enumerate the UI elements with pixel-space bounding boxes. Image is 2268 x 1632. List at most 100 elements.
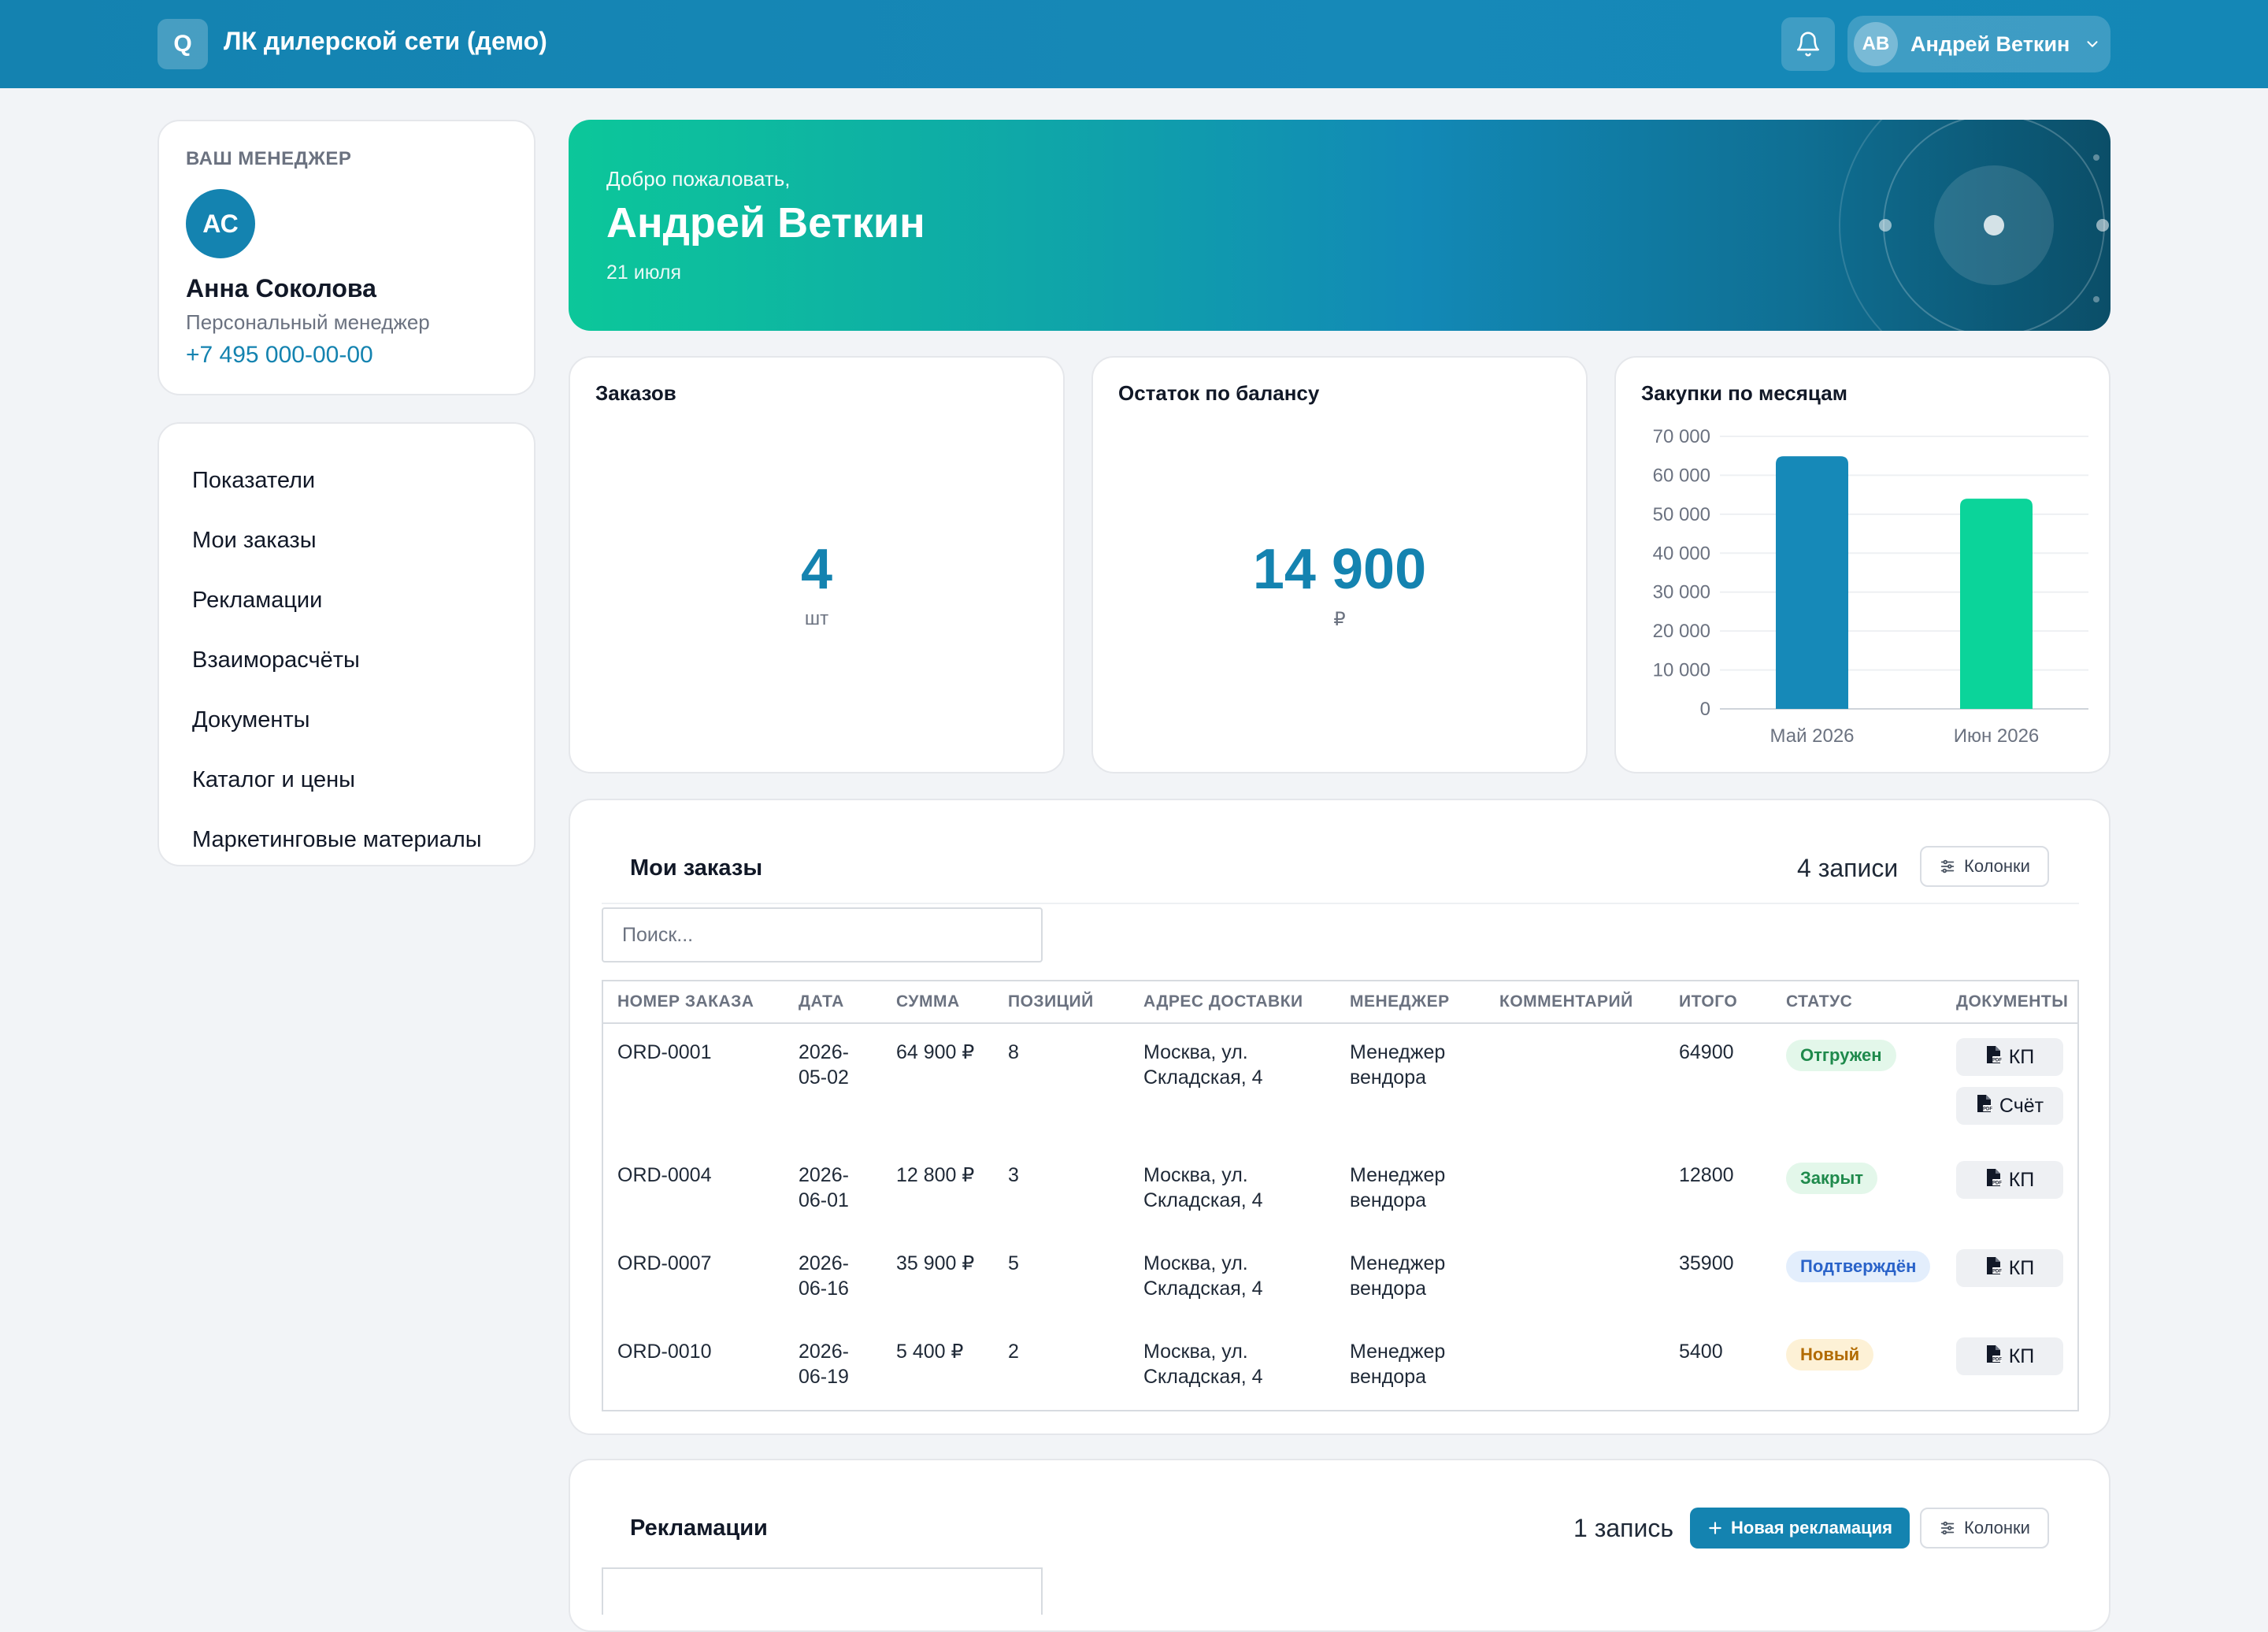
welcome-text: Добро пожаловать, bbox=[606, 167, 791, 191]
user-avatar: АВ bbox=[1854, 22, 1898, 66]
doc-kp-button[interactable]: PDF КП bbox=[1956, 1038, 2063, 1076]
sidebar-item-claims[interactable]: Рекламации bbox=[192, 588, 323, 613]
manager-phone-link[interactable]: +7 495 000-00-00 bbox=[186, 342, 373, 368]
sidebar-item-indicators[interactable]: Показатели bbox=[192, 468, 316, 493]
chart-y-tick-label: 70 000 bbox=[1653, 426, 1710, 447]
order-positions: 3 bbox=[1008, 1164, 1019, 1186]
pdf-file-icon: PDF bbox=[1985, 1345, 2003, 1369]
orders-divider bbox=[602, 903, 2079, 904]
sidebar-nav: Показатели Мои заказы Рекламации Взаимор… bbox=[158, 422, 536, 866]
chart-bar[interactable] bbox=[1776, 456, 1848, 709]
manager-eyebrow: ВАШ МЕНЕДЖЕР bbox=[186, 148, 352, 169]
doc-kp-button[interactable]: PDF КП bbox=[1956, 1337, 2063, 1375]
order-date: 2026- 06-19 bbox=[799, 1341, 849, 1388]
welcome-banner: Добро пожаловать, Андрей Веткин 21 июля bbox=[569, 120, 2110, 331]
col-header-date[interactable]: ДАТА bbox=[799, 992, 844, 1011]
balance-card: Остаток по балансу 14 900 ₽ bbox=[1091, 356, 1588, 773]
sidebar-item-marketing[interactable]: Маркетинговые материалы bbox=[192, 827, 482, 852]
pdf-file-icon: PDF bbox=[1976, 1094, 1993, 1118]
notifications-button[interactable] bbox=[1781, 17, 1835, 71]
order-number[interactable]: ORD-0007 bbox=[617, 1252, 712, 1274]
order-address: Москва, ул. Складская, 4 bbox=[1143, 1341, 1263, 1388]
svg-text:PDF: PDF bbox=[1992, 1269, 2002, 1274]
status-badge: Закрыт bbox=[1786, 1163, 1878, 1194]
status-badge: Подтверждён bbox=[1786, 1251, 1931, 1282]
order-total: 35900 bbox=[1679, 1252, 1734, 1274]
claims-columns-button[interactable]: Колонки bbox=[1920, 1508, 2049, 1549]
claims-record-count: 1 запись bbox=[1573, 1514, 1674, 1542]
chart-y-tick-label: 10 000 bbox=[1653, 660, 1710, 681]
manager-card: ВАШ МЕНЕДЖЕР АС Анна Соколова Персональн… bbox=[158, 120, 536, 395]
col-header-number[interactable]: НОМЕР ЗАКАЗА bbox=[617, 992, 754, 1011]
claims-panel-title: Рекламации bbox=[630, 1515, 768, 1541]
order-date: 2026- 06-16 bbox=[799, 1252, 849, 1300]
sidebar-item-documents[interactable]: Документы bbox=[192, 707, 310, 733]
order-positions: 8 bbox=[1008, 1041, 1019, 1063]
col-header-address[interactable]: АДРЕС ДОСТАВКИ bbox=[1143, 992, 1303, 1011]
pdf-file-icon: PDF bbox=[1985, 1168, 2003, 1192]
order-total: 64900 bbox=[1679, 1041, 1734, 1063]
col-header-comment[interactable]: КОММЕНТАРИЙ bbox=[1499, 992, 1633, 1011]
orders-count-title: Заказов bbox=[595, 381, 676, 405]
svg-text:PDF: PDF bbox=[1992, 1058, 2002, 1063]
claims-search-input[interactable] bbox=[602, 1567, 1043, 1615]
order-manager: Менеджер вендора bbox=[1350, 1041, 1446, 1089]
sidebar-item-settlements[interactable]: Взаиморасчёты bbox=[192, 647, 360, 673]
banner-decoration bbox=[1839, 120, 2110, 331]
balance-value: 14 900 bbox=[1252, 538, 1427, 601]
order-positions: 2 bbox=[1008, 1341, 1019, 1363]
svg-text:PDF: PDF bbox=[1992, 1357, 2002, 1362]
user-menu-button[interactable]: АВ Андрей Веткин bbox=[1847, 16, 2110, 72]
col-header-total[interactable]: ИТОГО bbox=[1679, 992, 1738, 1011]
order-manager: Менеджер вендора bbox=[1350, 1341, 1446, 1388]
manager-avatar: АС bbox=[186, 189, 255, 258]
orders-count-unit: шт bbox=[804, 608, 829, 629]
col-header-positions[interactable]: ПОЗИЦИЙ bbox=[1008, 992, 1094, 1011]
order-total: 5400 bbox=[1679, 1341, 1723, 1363]
welcome-date: 21 июля bbox=[606, 261, 682, 284]
chart-bar[interactable] bbox=[1960, 499, 2033, 709]
app-logo[interactable]: Q bbox=[158, 19, 208, 69]
doc-kp-button[interactable]: PDF КП bbox=[1956, 1249, 2063, 1287]
chart-y-tick-label: 40 000 bbox=[1653, 543, 1710, 564]
plus-icon bbox=[1709, 1522, 1721, 1534]
order-number[interactable]: ORD-0010 bbox=[617, 1341, 712, 1363]
orders-columns-button[interactable]: Колонки bbox=[1920, 846, 2049, 887]
order-address: Москва, ул. Складская, 4 bbox=[1143, 1164, 1263, 1211]
sidebar-item-catalog[interactable]: Каталог и цены bbox=[192, 767, 356, 792]
order-number[interactable]: ORD-0001 bbox=[617, 1041, 712, 1063]
status-badge: Отгружен bbox=[1786, 1040, 1896, 1071]
sidebar-item-my-orders[interactable]: Мои заказы bbox=[192, 528, 317, 553]
order-manager: Менеджер вендора bbox=[1350, 1252, 1446, 1300]
order-sum: 5 400 ₽ bbox=[896, 1341, 964, 1363]
col-header-documents[interactable]: ДОКУМЕНТЫ bbox=[1956, 992, 2069, 1011]
claims-columns-label: Колонки bbox=[1964, 1518, 2030, 1537]
new-claim-button[interactable]: Новая рекламация bbox=[1690, 1508, 1910, 1549]
chart-y-tick-label: 30 000 bbox=[1653, 582, 1710, 603]
balance-title: Остаток по балансу bbox=[1118, 381, 1320, 405]
purchases-bar-chart: 0 10 000 20 000 30 000 40 000 50 000 60 000 70 … bbox=[1653, 426, 2088, 747]
chart-x-tick-label: Июн 2026 bbox=[1954, 725, 2040, 747]
sliders-icon bbox=[1940, 1521, 1955, 1535]
doc-invoice-button[interactable]: PDF Счёт bbox=[1956, 1087, 2063, 1125]
orders-record-count: 4 записи bbox=[1797, 854, 1899, 882]
orders-columns-label: Колонки bbox=[1964, 856, 2030, 876]
col-header-sum[interactable]: СУММА bbox=[896, 992, 960, 1011]
claims-panel: Рекламации 1 запись Новая рекламация Кол… bbox=[569, 1459, 2110, 1632]
pdf-file-icon: PDF bbox=[1985, 1256, 2003, 1281]
new-claim-label: Новая рекламация bbox=[1731, 1518, 1893, 1537]
manager-role: Персональный менеджер bbox=[186, 310, 430, 334]
purchases-chart-card: Закупки по месяцам 0 10 000 20 000 30 000 40… bbox=[1614, 356, 2110, 773]
chart-x-tick-label: Май 2026 bbox=[1770, 725, 1854, 747]
col-header-manager[interactable]: МЕНЕДЖЕР bbox=[1350, 992, 1450, 1011]
order-address: Москва, ул. Складская, 4 bbox=[1143, 1041, 1263, 1089]
order-sum: 35 900 ₽ bbox=[896, 1252, 975, 1274]
chart-y-tick-label: 20 000 bbox=[1653, 621, 1710, 642]
order-number[interactable]: ORD-0004 bbox=[617, 1164, 712, 1186]
orders-count-value: 4 bbox=[800, 538, 833, 601]
doc-kp-button[interactable]: PDF КП bbox=[1956, 1161, 2063, 1199]
orders-search-input[interactable]: Поиск... bbox=[602, 907, 1043, 963]
chevron-down-icon bbox=[2084, 35, 2101, 53]
svg-text:PDF: PDF bbox=[1992, 1181, 2002, 1185]
col-header-status[interactable]: СТАТУС bbox=[1786, 992, 1853, 1011]
